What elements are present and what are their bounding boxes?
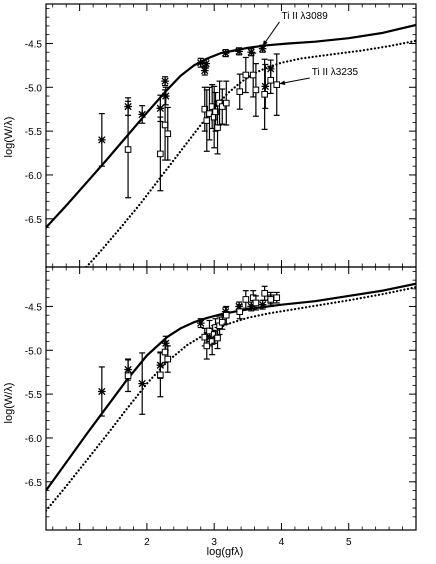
asterisk-marker [247,48,255,57]
dotted-curve [46,286,416,512]
asterisk-marker [98,136,106,144]
x-axis: 1 2 3 4 5 [77,537,352,548]
asterisk-marker [161,92,170,100]
annotation-label: Ti II λ3235 [312,67,359,78]
square-marker [267,76,274,84]
y-tick-label: -5.5 [25,390,43,401]
y-tick-label: -4.5 [25,39,43,50]
y-tick-label: -5.5 [25,127,43,138]
annotation-label: Ti II λ3089 [281,11,328,22]
arrow-head [262,40,268,47]
asterisk-marker [258,300,267,309]
square-marker [242,296,250,303]
square-marker [214,334,221,342]
square-marker [273,294,281,301]
asterisk-marker [98,387,106,396]
asterisk-marker [138,110,146,119]
asterisk-marker [235,47,243,56]
square-marker [218,103,226,110]
square-marker [236,88,244,95]
asterisk-marker [156,104,165,113]
asterisk-marker [202,59,210,68]
y-tick-label: -6.5 [25,478,43,489]
square-marker [222,99,230,107]
square-marker [236,308,244,316]
asterisk-marker [247,302,255,311]
x-tick-label: 2 [144,537,150,548]
asterisk-marker [221,49,230,57]
panel-bottom: -4.5 -5.0 -5.5 -6.0 -6.5 [25,266,417,531]
square-marker [203,117,211,124]
asterisk-marker [161,339,170,348]
square-marker [273,81,281,88]
square-marker [161,348,169,356]
square-marker [261,90,268,98]
x-tick-label: 4 [279,537,285,548]
square-marker [157,150,164,158]
square-marker [203,342,211,350]
asterisk-marker [161,77,169,85]
asterisk-marker [196,58,205,67]
square-marker [242,71,250,79]
asterisk-marker [258,44,267,53]
y-tick-label: -4.5 [25,302,43,313]
asterisk-marker [221,307,230,316]
square-marker [164,130,172,138]
square-marker [124,372,132,380]
asterisk-marker [261,82,270,91]
square-marker [222,311,230,319]
x-tick-label: 1 [77,537,83,548]
y-axis-label-bottom: log(W/λ) [3,383,15,424]
square-marker [212,108,219,116]
square-marker [161,121,169,129]
dotted-curve [85,39,416,267]
y-tick-label: -6.5 [25,215,43,226]
square-marker [201,105,209,113]
y-tick-label: -5.0 [25,346,43,357]
x-axis-label: log(gfλ) [207,546,244,558]
panel-top: -4.5 -5.0 -5.5 -6.0 -6.5 Ti II λ3089 Ti II λ32… [25,3,417,268]
square-marker [218,318,226,326]
x-tick-label: 3 [211,537,217,548]
asterisk-marker [200,66,209,75]
square-marker [267,296,274,303]
square-marker [208,338,216,345]
y-tick-label: -6.0 [25,434,43,445]
y-axis-label-top: log(W/λ) [3,117,15,158]
solid-curve [46,23,416,229]
panel-frame [45,266,417,531]
square-marker [201,333,209,341]
square-marker [252,299,260,307]
square-marker [252,86,260,94]
square-marker [249,71,257,79]
square-marker [261,290,268,297]
asterisk-marker [138,379,146,388]
asterisk-marker [196,319,205,327]
arrow-head [279,80,286,86]
y-tick-label: -5.0 [25,83,43,94]
square-marker [164,355,172,363]
curves [46,23,416,267]
y-tick-label: -6.0 [25,171,43,182]
square-marker [157,371,164,379]
asterisk-marker [235,302,243,311]
square-marker [124,146,132,153]
square-marker [214,124,221,131]
x-tick-label: 5 [346,537,352,548]
